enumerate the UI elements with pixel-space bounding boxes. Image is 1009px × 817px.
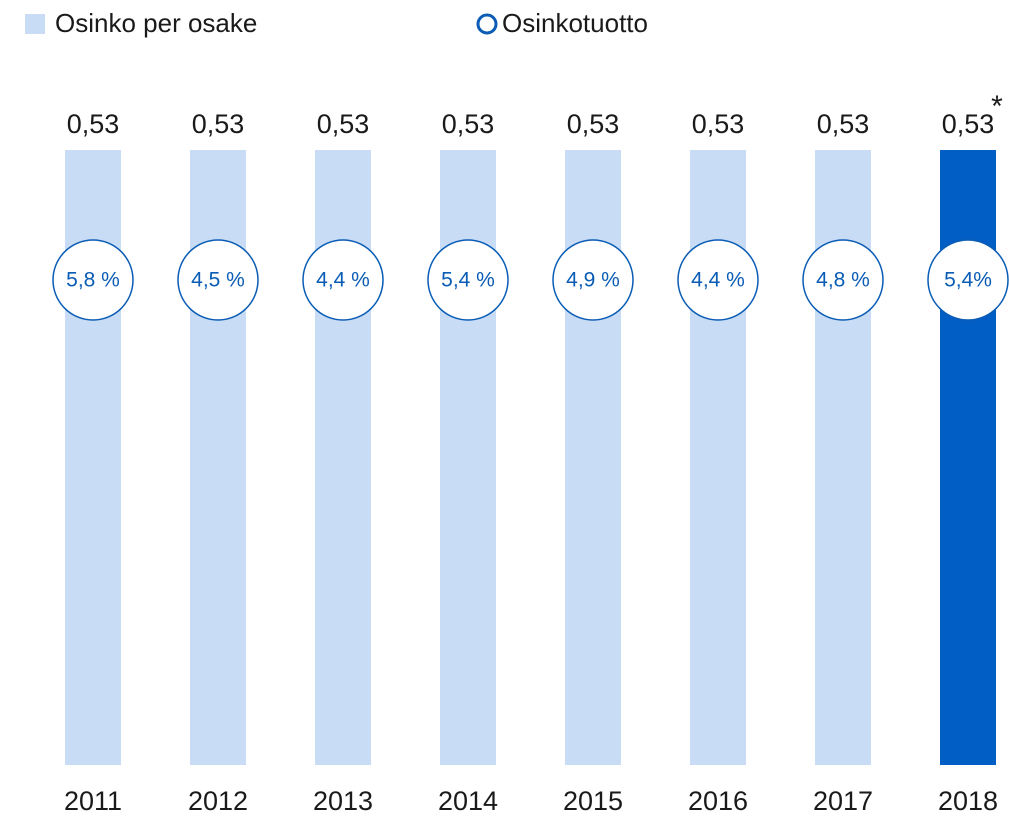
legend-label: Osinkotuotto (502, 8, 648, 38)
yield-marker (427, 239, 509, 321)
value-label: 0,53 (817, 109, 870, 139)
x-tick-label: 2015 (563, 786, 623, 816)
yield-marker (302, 239, 384, 321)
value-label: 0,53 (442, 109, 495, 139)
value-label: 0,53 (192, 109, 245, 139)
legend-swatch-bar (25, 14, 45, 34)
yield-label: 4,9 % (566, 269, 620, 292)
yield-marker (677, 239, 759, 321)
x-tick-label: 2013 (313, 786, 373, 816)
legend-swatch-circle (476, 13, 498, 35)
yield-label: 5,4% (944, 269, 992, 292)
legend-label: Osinko per osake (55, 8, 257, 38)
x-tick-label: 2011 (64, 786, 122, 816)
yield-label: 4,4 % (691, 269, 745, 292)
yield-marker (552, 239, 634, 321)
value-label: 0,53 (692, 109, 745, 139)
x-tick-label: 2016 (688, 786, 748, 816)
yield-label: 4,5 % (191, 269, 245, 292)
yield-marker (802, 239, 884, 321)
value-label: 0,53 (317, 109, 370, 139)
annotation: * (991, 90, 1003, 123)
yield-label: 5,8 % (66, 269, 120, 292)
yield-label: 4,8 % (816, 269, 870, 292)
value-label: 0,53 (67, 109, 120, 139)
yield-label: 4,4 % (316, 269, 370, 292)
yield-marker (177, 239, 259, 321)
value-label: 0,53 (567, 109, 620, 139)
x-tick-label: 2014 (438, 786, 498, 816)
x-tick-label: 2018 (938, 786, 998, 816)
x-tick-label: 2012 (188, 786, 248, 816)
yield-label: 5,4 % (441, 269, 495, 292)
x-tick-label: 2017 (813, 786, 873, 816)
yield-marker (52, 239, 134, 321)
yield-marker (927, 239, 1009, 321)
value-label: 0,53 (942, 109, 995, 139)
